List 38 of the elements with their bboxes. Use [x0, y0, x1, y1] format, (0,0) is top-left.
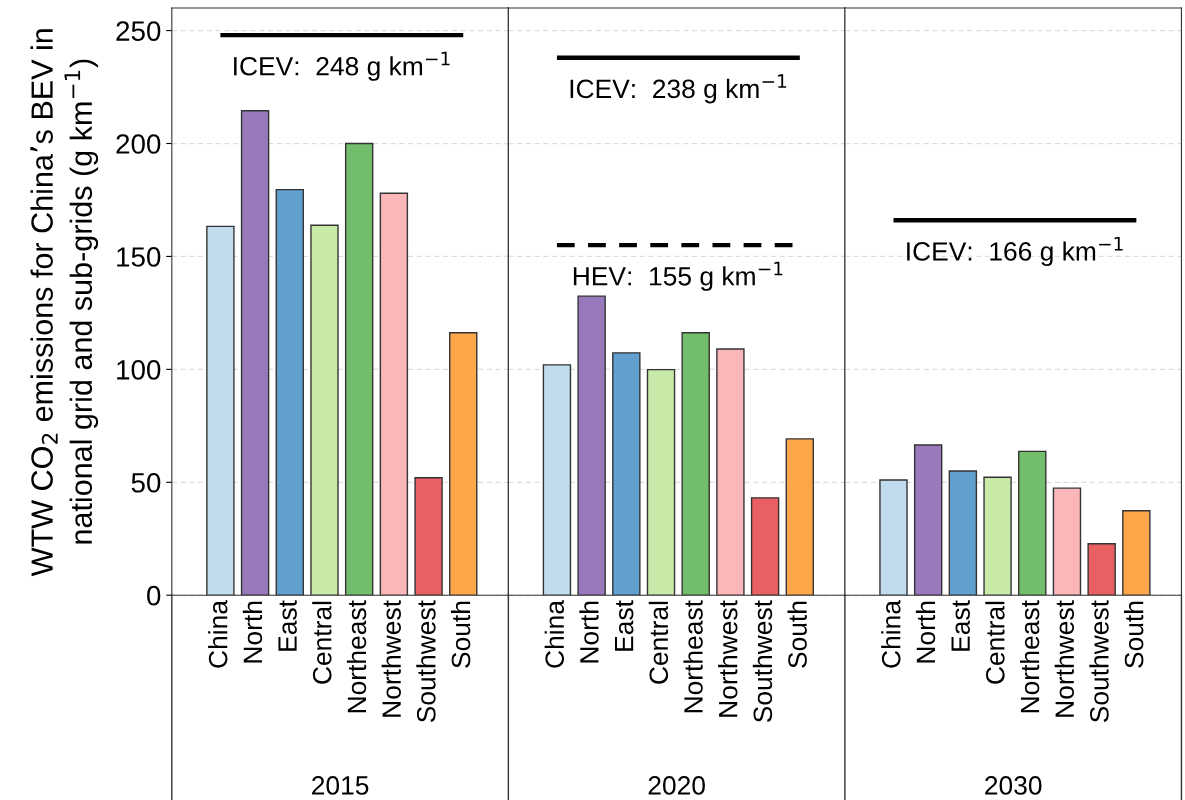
x-tick-label: China	[881, 600, 901, 668]
x-tick-label: Northeast	[1019, 600, 1040, 713]
x-tick-label: East	[951, 600, 970, 651]
x-tick-label: Southwest	[416, 600, 436, 723]
y-tick-label: 150	[117, 247, 161, 267]
x-axis-title: 2015	[312, 776, 369, 795]
x-tick-label: Northeast	[346, 600, 367, 713]
x-tick-label: Northeast	[683, 600, 703, 713]
x-tick-label: Northwest	[381, 600, 401, 717]
y-tick-label: 200	[116, 134, 161, 154]
x-axis-title: 2020	[648, 776, 705, 795]
x-tick-label: North	[915, 601, 936, 663]
x-tick-label: China	[208, 600, 228, 668]
x-axis-title: 2030	[985, 776, 1042, 795]
x-tick-label: Northwest	[718, 600, 738, 717]
y-tick-label: 50	[131, 472, 161, 493]
y-axis-title: WTW CO$_{2}$ emissions for China’s BEV in national grid and sub-grids (g km$^{−1}$)	[30, 29, 99, 577]
x-tick-label: South	[1124, 601, 1144, 668]
ref-line-label: HEV: 155 g km$^{−1}$	[573, 261, 783, 291]
x-tick-label: Southwest	[1089, 600, 1109, 723]
x-tick-label: South	[450, 601, 471, 668]
x-tick-label: Northwest	[1054, 600, 1075, 717]
x-tick-label: South	[787, 601, 807, 668]
x-tick-label: East	[615, 600, 634, 651]
ref-line-label: ICEV: 238 g km$^{−1}$	[570, 74, 787, 104]
x-tick-label: North	[579, 601, 599, 663]
x-tick-label: Central	[648, 601, 669, 684]
x-tick-label: Central	[312, 601, 332, 684]
ref-line-label: ICEV: 166 g km$^{−1}$	[907, 236, 1123, 267]
x-tick-label: North	[242, 601, 263, 663]
x-tick-label: Central	[985, 601, 1005, 684]
x-tick-label: Southwest	[752, 600, 773, 723]
y-tick-label: 250	[116, 21, 161, 41]
y-tick-label: 100	[117, 360, 161, 380]
x-tick-label: East	[278, 600, 297, 651]
y-tick-label: 0	[147, 585, 161, 606]
ref-line-label: ICEV: 248 g km$^{−1}$	[234, 51, 450, 81]
x-tick-label: China	[544, 600, 565, 668]
